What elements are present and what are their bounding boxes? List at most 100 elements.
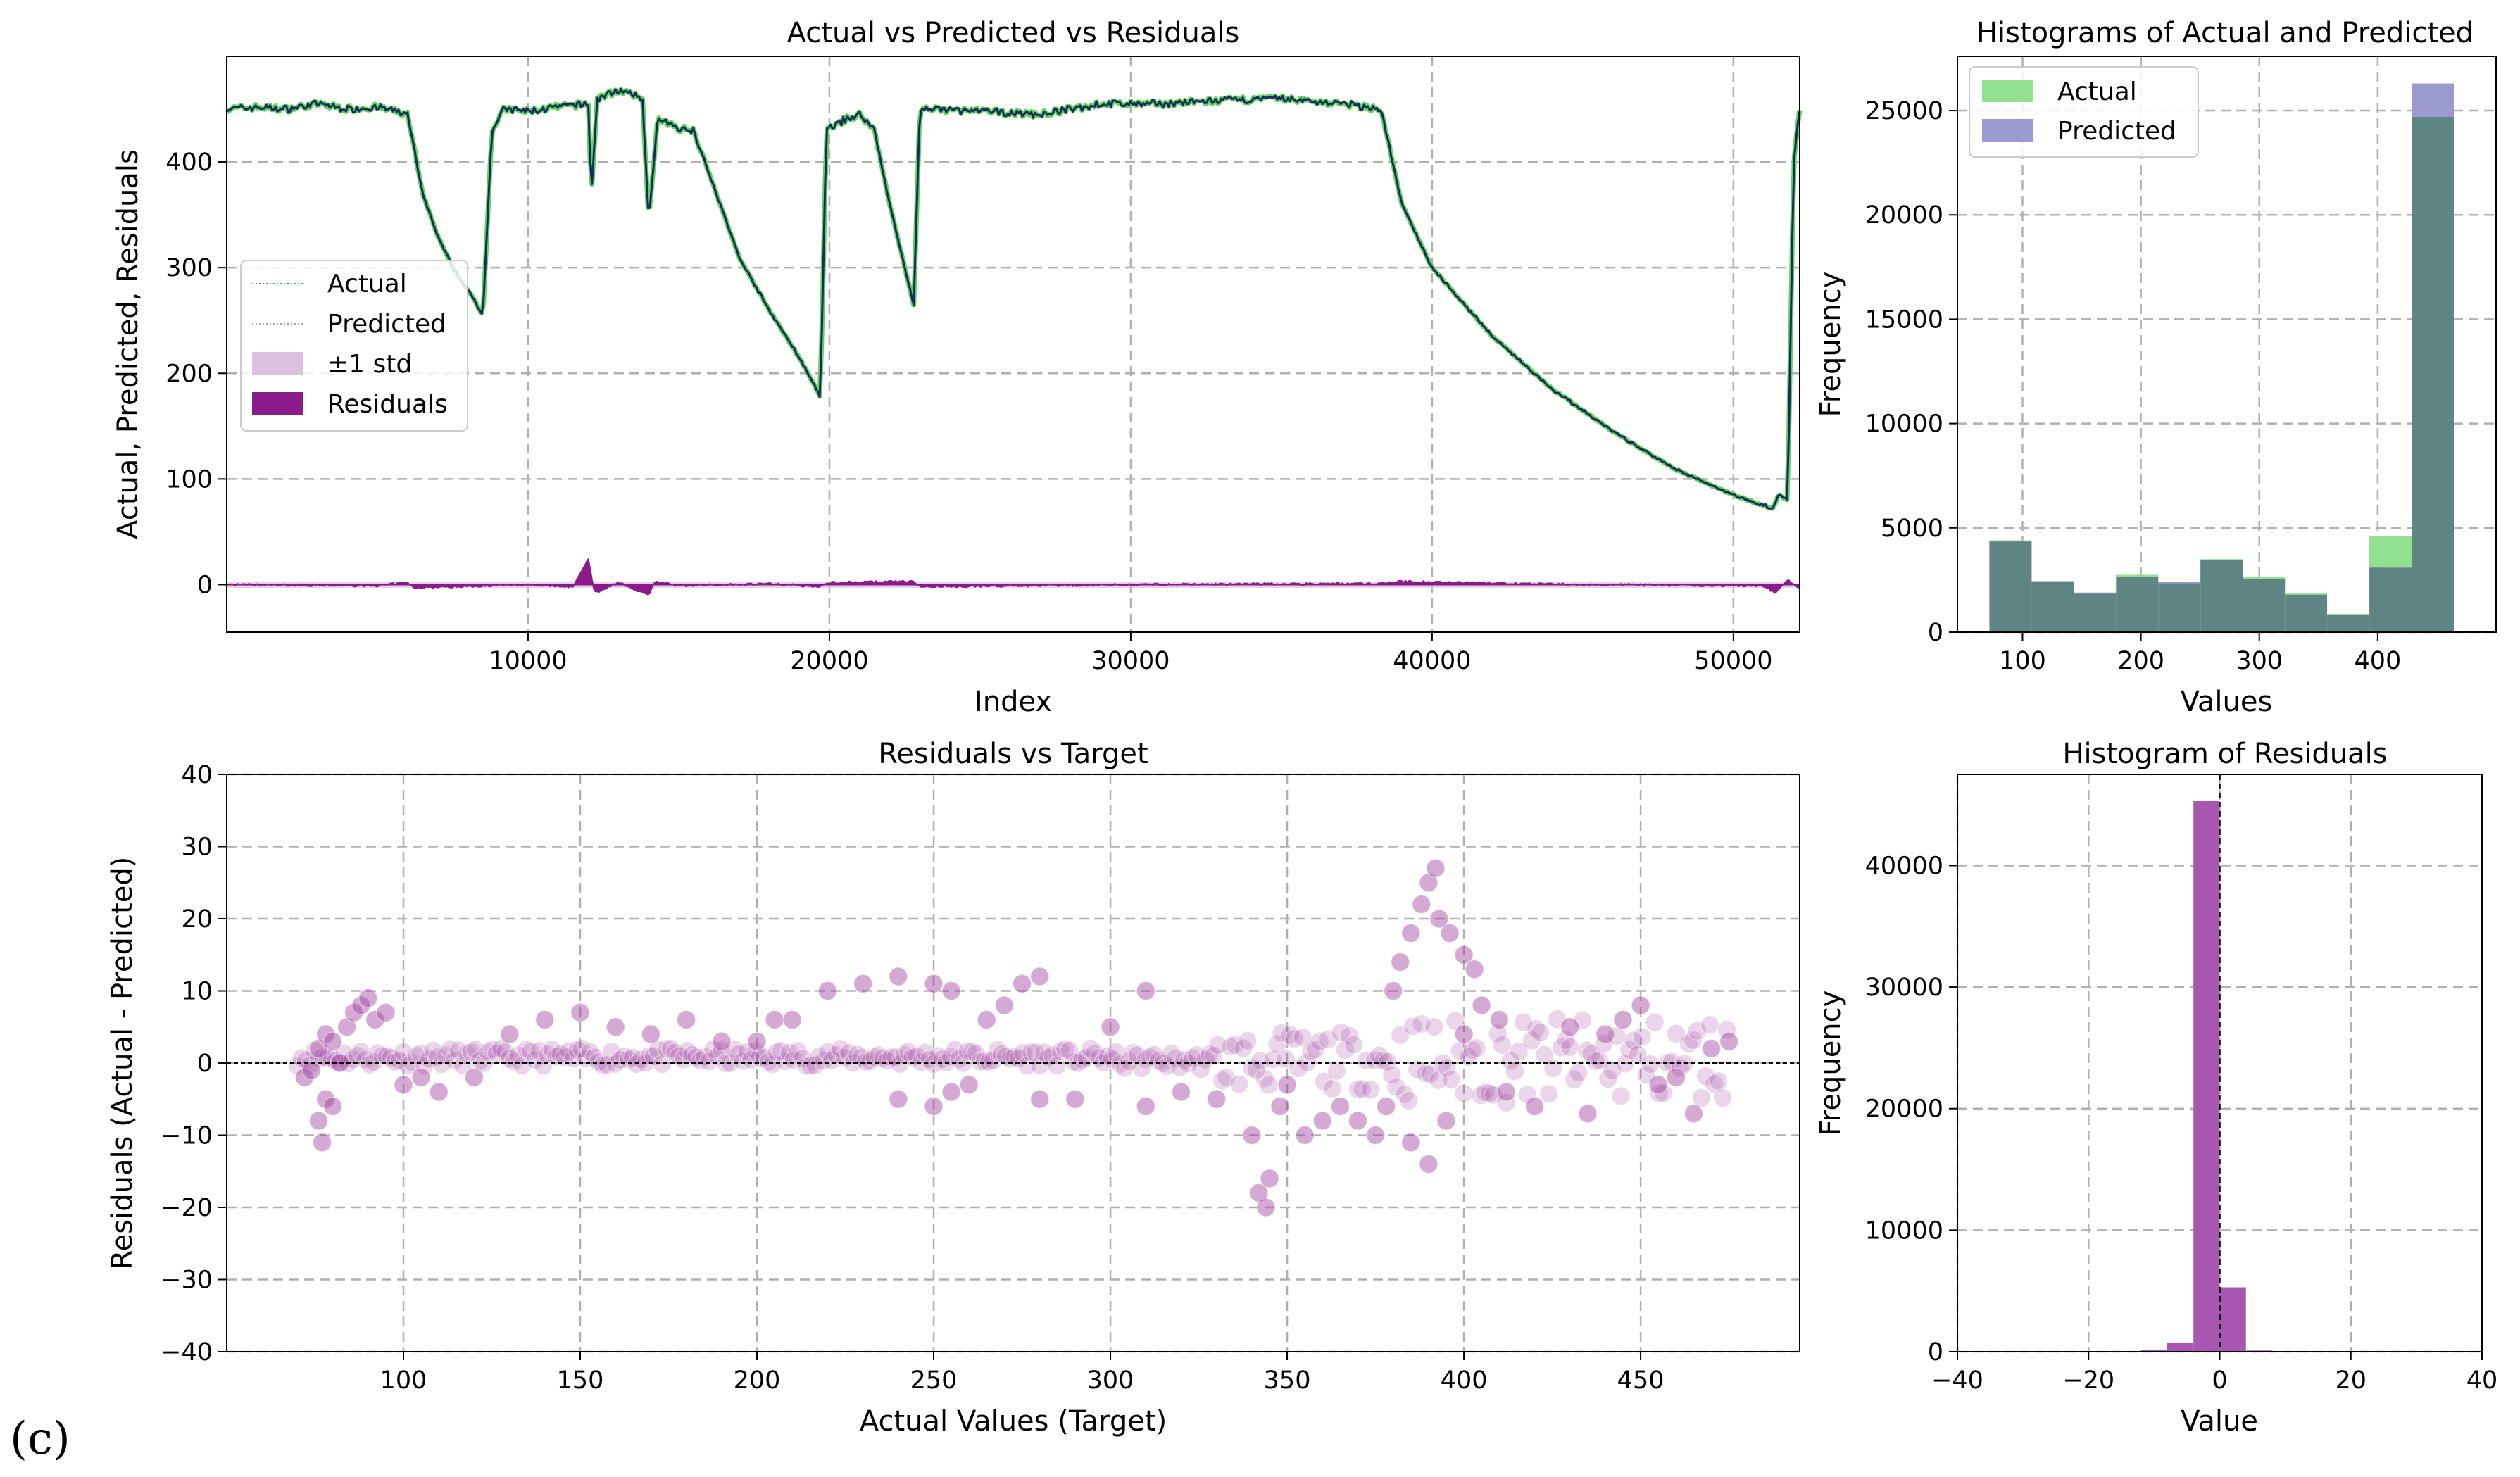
scatter-point [754, 1047, 774, 1067]
ts-xtick-label: 10000 [489, 647, 567, 675]
scatter-point [618, 1050, 639, 1069]
scatter-point [584, 1047, 604, 1067]
scatter-point [1234, 1038, 1253, 1058]
scatter-point [1186, 1045, 1207, 1065]
scatter-point [1263, 1050, 1283, 1069]
scatter-point [1496, 1082, 1517, 1102]
scatter-point [855, 1052, 876, 1071]
scatter-point [294, 1067, 315, 1088]
scatter-point [427, 1047, 447, 1067]
scatter-point [593, 1055, 613, 1075]
scatter-point [737, 1042, 757, 1062]
scatter-point [1085, 1043, 1105, 1063]
scatter-point [1636, 1065, 1656, 1085]
hist-actual-predicted-panel: Histograms of Actual and Predicted 100 20… [1814, 17, 2497, 718]
scatter-point [1538, 1084, 1559, 1104]
scatter-point [1683, 1030, 1703, 1050]
scatter-point [312, 1133, 332, 1152]
scatter-point [1632, 1026, 1652, 1047]
ts-ytick-label: 200 [165, 360, 213, 388]
scatter-point [1025, 1043, 1046, 1062]
scatter-point [830, 1038, 851, 1059]
scatter-point [1335, 1040, 1355, 1060]
scatter-point [313, 1047, 333, 1067]
hist-overlap-bar [2031, 582, 2074, 632]
hist-predicted-bar [2031, 581, 2074, 582]
scatter-xtick-label: 200 [734, 1366, 781, 1395]
scatter-point [377, 1046, 396, 1067]
scatter-point [1060, 1041, 1079, 1060]
scatter-point [890, 1054, 910, 1074]
scatter-point [903, 1048, 922, 1067]
scatter-point [839, 1043, 859, 1063]
ts-ytick-label: 300 [165, 254, 213, 282]
scatter-point [1403, 1017, 1423, 1036]
scatter-point [1412, 1014, 1431, 1034]
scatter-point [669, 1046, 689, 1066]
scatter-point [337, 1017, 357, 1037]
scatter-point [1322, 1079, 1343, 1099]
scatter-point [1420, 1064, 1440, 1084]
scatter-point [542, 1039, 562, 1060]
scatter-point [1560, 1017, 1580, 1037]
scatter-point [1284, 1029, 1304, 1049]
scatter-point [725, 1039, 744, 1060]
hist-ap-xtick-label: 100 [1999, 647, 2046, 675]
hist-res-xtick-label: 20 [2335, 1366, 2367, 1395]
ts-ytick-label: 400 [165, 149, 213, 177]
scatter-point [453, 1055, 473, 1076]
scatter-point [512, 1055, 532, 1076]
scatter-point [805, 1055, 825, 1076]
scatter-point [1500, 1051, 1521, 1071]
scatter-point [317, 1048, 337, 1068]
scatter-point [1225, 1035, 1245, 1055]
scatter-point [1717, 1019, 1737, 1040]
scatter-point [1127, 1045, 1147, 1065]
scatter-point [1708, 1071, 1729, 1091]
scatter-title: Residuals vs Target [878, 738, 1148, 770]
scatter-point [1695, 1066, 1716, 1086]
scatter-point [1029, 1055, 1050, 1076]
panel-label: (c) [10, 1413, 70, 1465]
scatter-point [529, 1041, 549, 1061]
scatter-point [1440, 923, 1460, 943]
scatter-point [1412, 894, 1431, 915]
scatter-point [924, 1096, 944, 1117]
scatter-point [712, 1031, 732, 1052]
legend-swatch-actual-hist [1982, 80, 2033, 102]
scatter-point [1148, 1051, 1169, 1071]
scatter-xlabel: Actual Values (Target) [860, 1405, 1167, 1438]
scatter-point [1684, 1104, 1704, 1124]
scatter-point [1496, 1093, 1517, 1113]
scatter-point [1648, 1075, 1668, 1095]
scatter-point [974, 1051, 995, 1071]
scatter-point [1312, 1111, 1333, 1131]
scatter-point [1479, 1083, 1499, 1103]
residual-hist-bar [2140, 1350, 2167, 1352]
scatter-point [546, 1046, 566, 1067]
scatter-point [559, 1041, 579, 1061]
scatter-point [1293, 1027, 1312, 1048]
scatter-point [1365, 1050, 1385, 1070]
scatter-point [381, 1048, 401, 1068]
scatter-point [729, 1044, 748, 1064]
scatter-point [1267, 1034, 1287, 1054]
scatter-point [1272, 1023, 1291, 1043]
scatter-point [1687, 1021, 1707, 1041]
scatter-point [1098, 1046, 1117, 1066]
scatter-point [589, 1052, 608, 1072]
hist-res-xlabel: Value [2181, 1405, 2258, 1438]
scatter-point [1136, 981, 1156, 1001]
scatter-point [555, 1047, 575, 1067]
scatter-ytick-label: 30 [181, 834, 213, 862]
scatter-point [1429, 1070, 1448, 1091]
ts-ytick-label: 100 [165, 465, 213, 494]
scatter-point [694, 1047, 715, 1067]
scatter-point [304, 1041, 325, 1061]
scatter-point [1119, 1052, 1139, 1071]
scatter-point [360, 1055, 380, 1074]
scatter-point [1484, 1085, 1503, 1105]
scatter-point [1471, 1085, 1491, 1105]
hist-res-ytick-label: 20000 [1865, 1095, 1943, 1124]
scatter-point [1065, 1089, 1085, 1110]
